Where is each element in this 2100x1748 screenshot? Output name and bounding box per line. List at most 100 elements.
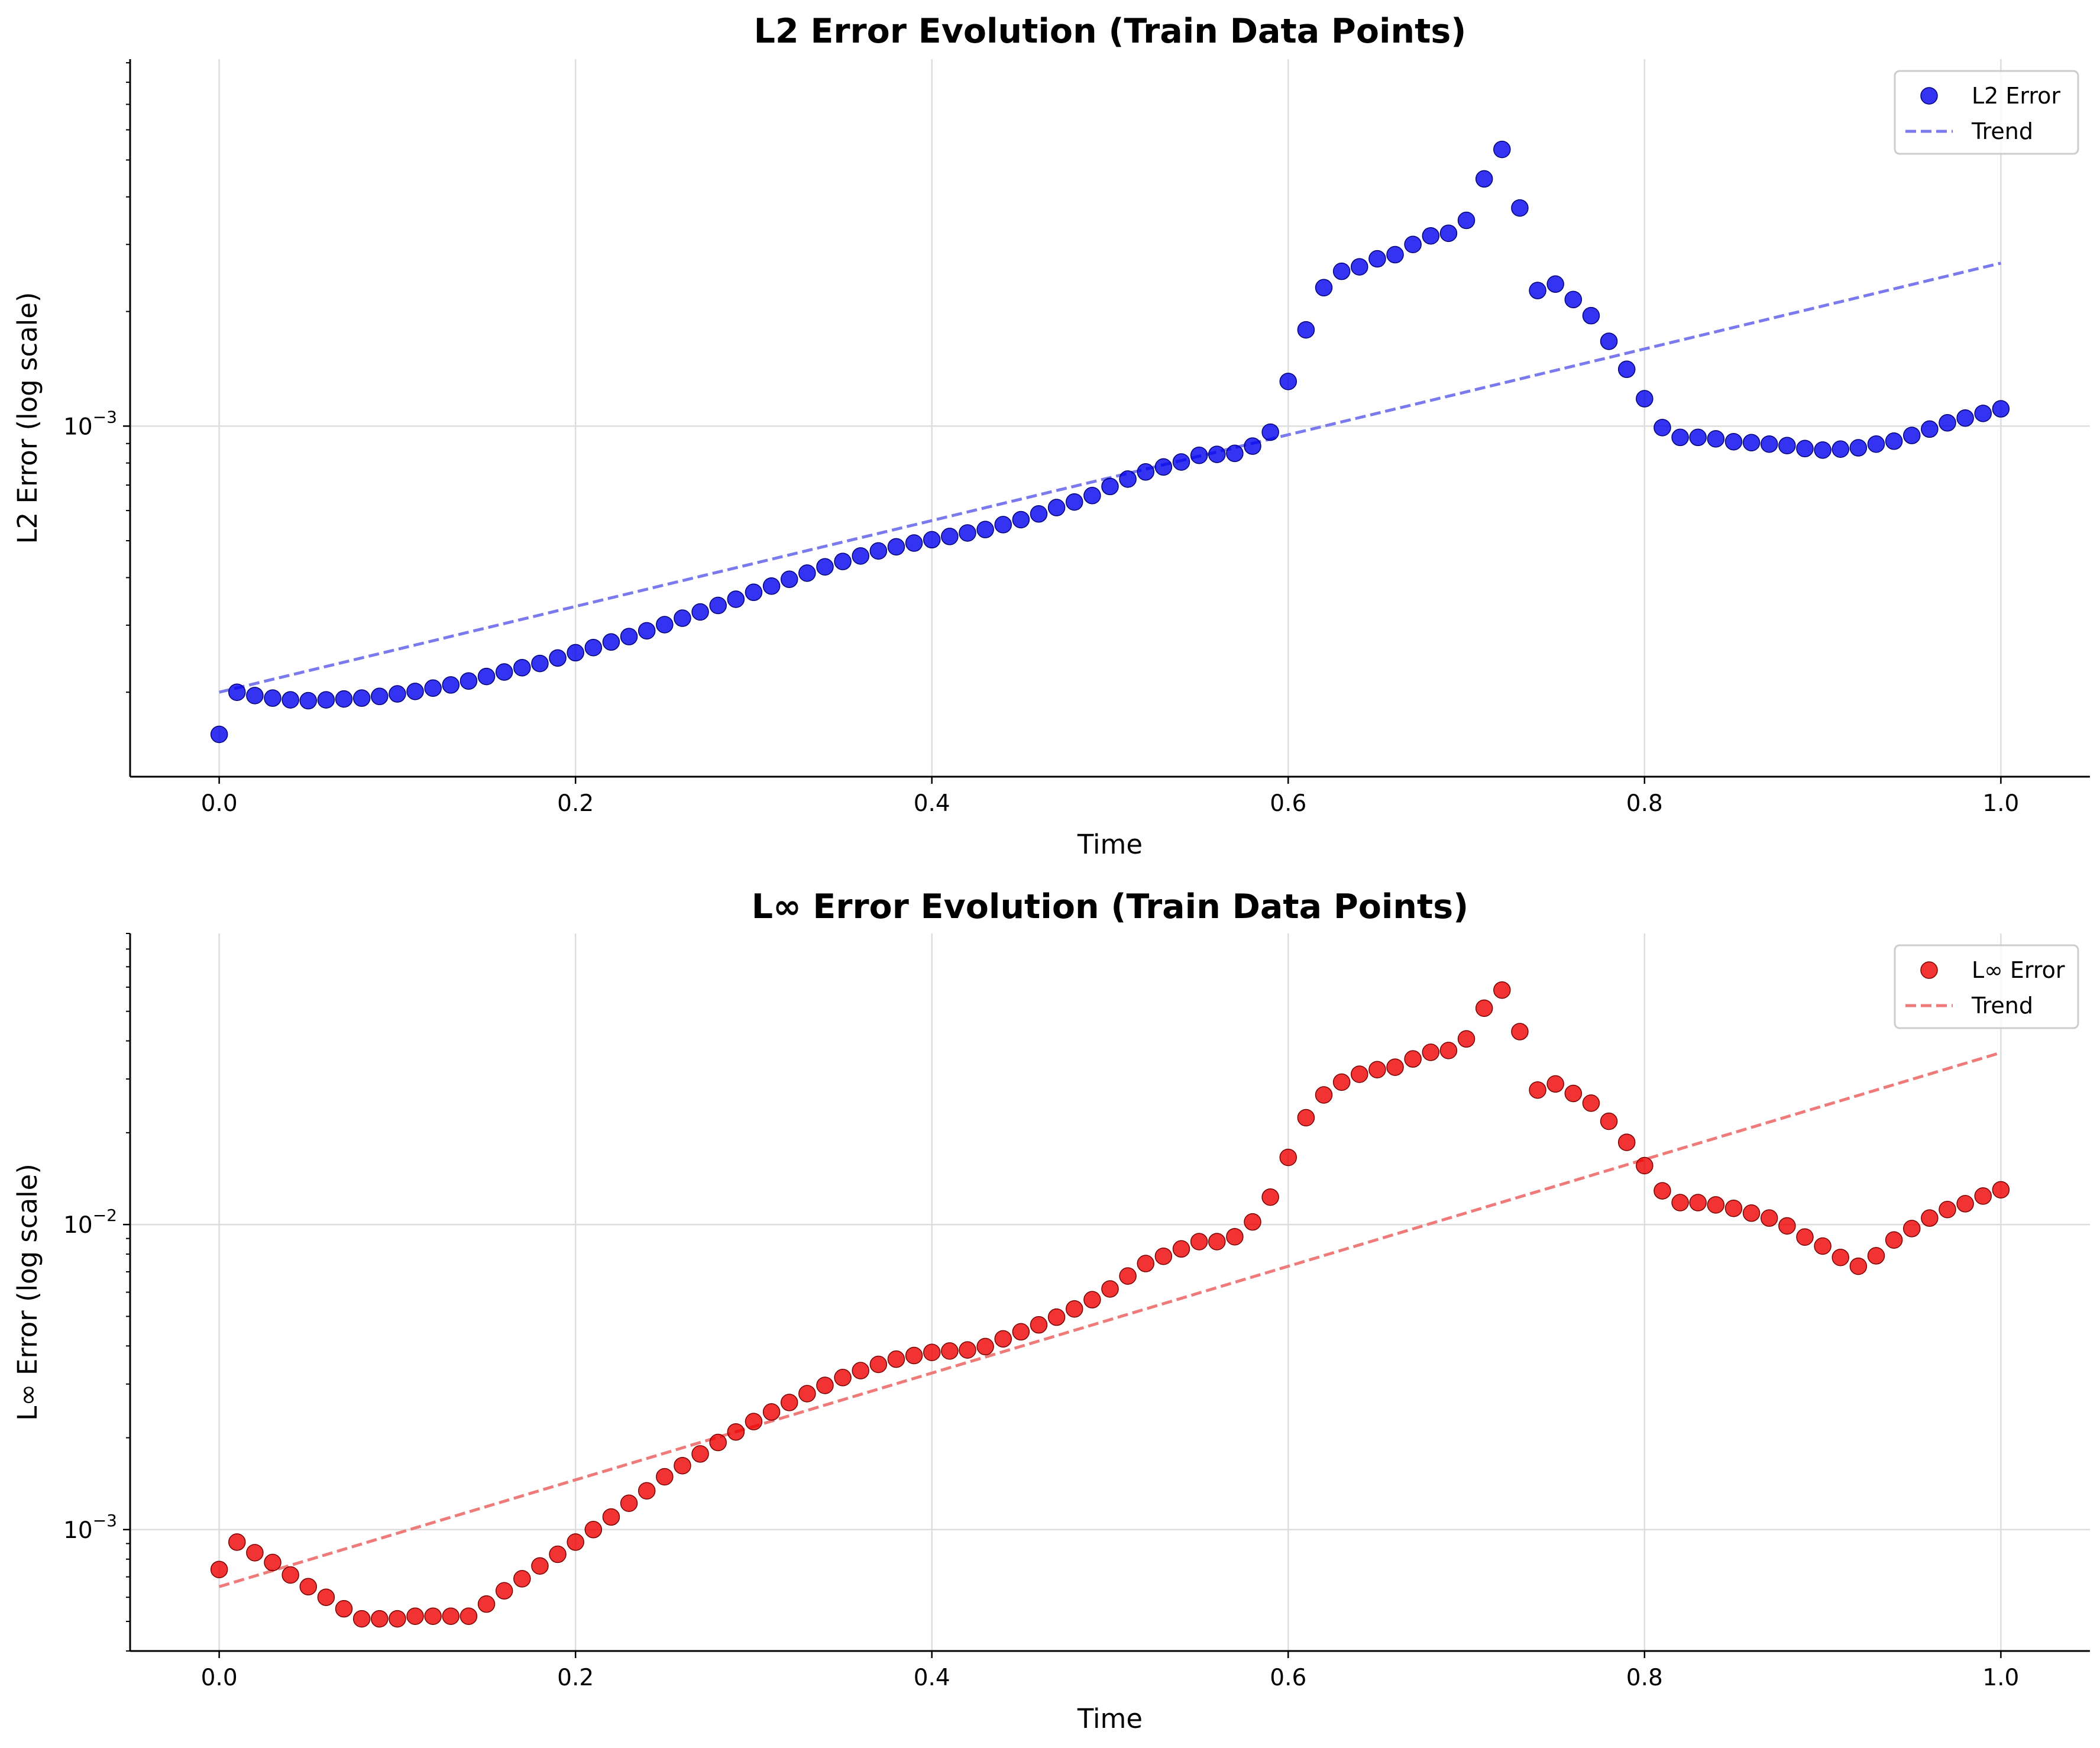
data-point	[1885, 432, 1903, 450]
data-point	[1261, 423, 1279, 441]
data-point	[691, 1445, 709, 1463]
data-point	[1636, 1156, 1654, 1175]
x-tick-label: 1.0	[1982, 1665, 2019, 1691]
data-point	[531, 1557, 549, 1575]
y-tick-exponent: −3	[93, 1511, 117, 1530]
data-point	[1457, 1030, 1475, 1048]
data-point	[1511, 199, 1529, 217]
data-point	[727, 1423, 745, 1441]
data-point	[798, 564, 816, 582]
data-point	[1724, 1199, 1743, 1217]
data-point	[816, 558, 834, 576]
data-point	[1012, 510, 1030, 529]
data-point	[602, 1508, 620, 1526]
data-point	[852, 1362, 869, 1379]
data-point	[1742, 1204, 1761, 1222]
data-point	[1564, 290, 1583, 309]
data-point	[1600, 332, 1618, 350]
x-tick-label: 1.0	[1982, 790, 2019, 817]
data-point	[1261, 1188, 1279, 1206]
data-point	[1154, 1247, 1173, 1265]
data-point	[246, 687, 264, 705]
data-point	[264, 689, 281, 707]
legend: L∞ Error Trend	[1894, 944, 2079, 1029]
data-point	[567, 1533, 584, 1551]
y-axis-label: L2 Error (log scale)	[12, 292, 43, 544]
data-point	[905, 1346, 923, 1365]
y-axis-label: L∞ Error (log scale)	[12, 1164, 43, 1421]
x-axis-label: Time	[1077, 829, 1143, 860]
data-point	[1885, 1231, 1903, 1249]
data-point	[994, 1330, 1012, 1348]
data-point	[1190, 446, 1208, 464]
x-tick-label: 0.6	[1270, 1665, 1306, 1691]
y-tick-base: 10	[63, 413, 93, 440]
data-point	[1671, 1194, 1689, 1211]
data-point	[923, 531, 941, 549]
data-point	[1689, 428, 1707, 447]
data-point	[352, 1610, 371, 1628]
data-point	[656, 616, 674, 634]
y-tick-exponent: −3	[93, 407, 117, 427]
data-point	[1315, 279, 1333, 297]
data-point	[1012, 1323, 1030, 1341]
data-point	[1154, 458, 1173, 476]
data-point	[1511, 1023, 1529, 1041]
data-point	[887, 1350, 905, 1368]
data-point	[1422, 1043, 1440, 1061]
data-point	[1902, 1220, 1921, 1238]
data-point	[210, 1560, 228, 1578]
linf-error-chart: 0.0 0.2 0.4 0.6 0.8 1.0 10−310−2 L∞ Error Evo…	[12, 887, 2090, 1734]
data-point	[834, 1369, 852, 1387]
data-point	[460, 1607, 478, 1625]
data-point	[798, 1385, 816, 1403]
data-point	[1386, 1058, 1404, 1076]
data-point	[567, 644, 584, 662]
data-point	[941, 528, 959, 545]
data-point	[1475, 999, 1493, 1017]
data-point	[1279, 373, 1297, 390]
data-point	[406, 683, 424, 700]
data-point	[1902, 427, 1921, 444]
data-point	[1351, 258, 1368, 276]
data-point	[1707, 430, 1725, 448]
data-point	[780, 1394, 798, 1411]
data-point	[584, 1521, 603, 1539]
data-point	[745, 1413, 763, 1430]
data-point	[1101, 1280, 1119, 1298]
data-point	[1297, 321, 1315, 339]
x-tick-label: 0.2	[557, 1665, 594, 1691]
chart-title: L∞ Error Evolution (Train Data Points)	[752, 887, 1468, 926]
data-point	[1065, 1300, 1083, 1318]
data-point	[1279, 1148, 1297, 1167]
data-point	[1172, 1240, 1190, 1258]
data-point	[299, 692, 318, 710]
data-point	[1956, 409, 1974, 427]
data-point	[549, 649, 567, 667]
data-point	[281, 691, 299, 709]
data-point	[1796, 440, 1814, 458]
data-point	[1208, 1233, 1226, 1251]
data-point	[1867, 1247, 1885, 1265]
data-point	[869, 542, 888, 560]
data-point	[1796, 1228, 1814, 1246]
y-tick-base: 10	[63, 1212, 93, 1239]
data-point	[1956, 1195, 1974, 1213]
x-tick-label: 0.2	[557, 790, 594, 817]
data-point	[941, 1342, 959, 1360]
data-point	[994, 516, 1012, 534]
data-point	[1439, 224, 1458, 243]
data-point	[1974, 1187, 1992, 1205]
y-tick-exponent: −2	[93, 1206, 117, 1225]
data-point	[1582, 306, 1600, 325]
data-point	[674, 609, 691, 627]
legend-label-trend: Trend	[1971, 993, 2033, 1019]
data-point	[1244, 437, 1261, 455]
data-point	[1404, 1050, 1422, 1068]
data-point	[1030, 505, 1048, 523]
data-point	[1137, 1255, 1155, 1272]
x-tick-label: 0.8	[1626, 790, 1663, 817]
data-point	[424, 1607, 442, 1625]
data-point	[335, 1600, 353, 1618]
